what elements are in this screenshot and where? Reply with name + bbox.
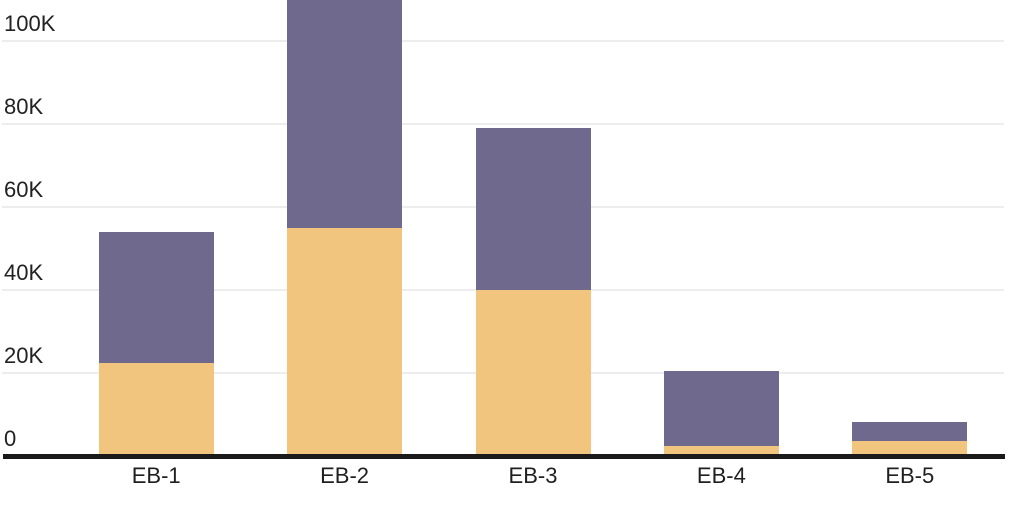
bar-segment-eb-2-top-series-purple [287, 0, 403, 228]
y-tick-label: 80K [4, 94, 44, 119]
bar-segment-eb-5-bottom-series-orange [852, 441, 968, 456]
bar-segment-eb-4-bottom-series-orange [663, 445, 779, 456]
bar-segment-eb-1-top-series-purple [98, 231, 214, 363]
bar-segment-eb-2-bottom-series-orange [287, 227, 403, 456]
y-tick-label: 20K [4, 343, 44, 368]
y-tick-label: 40K [4, 260, 44, 285]
x-category-label: EB-4 [696, 463, 746, 488]
gridline [2, 40, 1004, 42]
y-tick-label: 60K [4, 177, 44, 202]
y-tick-label: 100K [4, 11, 56, 36]
y-tick-label: 0 [4, 426, 17, 451]
x-axis-line [3, 454, 1005, 459]
bar-segment-eb-4-top-series-purple [663, 370, 779, 446]
bar-segment-eb-3-bottom-series-orange [475, 290, 591, 456]
x-category-label: EB-3 [508, 463, 558, 488]
bar-segment-eb-3-top-series-purple [475, 128, 591, 290]
x-category-label: EB-2 [320, 463, 370, 488]
x-category-label: EB-1 [131, 463, 181, 488]
bar-segment-eb-5-top-series-purple [852, 421, 968, 442]
x-category-label: EB-5 [885, 463, 935, 488]
gridline [2, 123, 1004, 125]
bar-segment-eb-1-bottom-series-orange [98, 362, 214, 456]
